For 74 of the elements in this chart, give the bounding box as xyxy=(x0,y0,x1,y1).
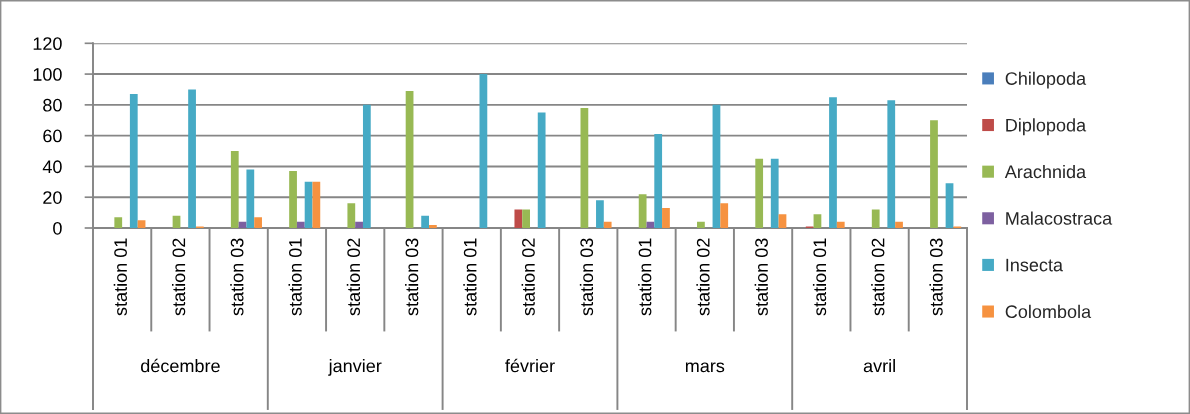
bar xyxy=(895,221,903,228)
legend-label: Malacostraca xyxy=(1006,211,1113,225)
text: février xyxy=(505,358,555,373)
bar xyxy=(829,97,837,228)
bar xyxy=(603,221,612,228)
legend-label: Chilopoda xyxy=(1005,71,1087,89)
bar xyxy=(129,94,138,228)
bar xyxy=(638,194,647,228)
x-tick-label: station 01 xyxy=(812,238,827,316)
text: décembre xyxy=(141,358,220,373)
bar xyxy=(514,209,523,228)
bar xyxy=(114,217,123,228)
text: avril xyxy=(863,359,895,373)
bar xyxy=(254,217,262,228)
bar xyxy=(355,221,363,228)
x-tick-label: station 01 xyxy=(638,238,652,316)
text: janvier xyxy=(328,359,382,376)
bar xyxy=(930,120,938,228)
x-tick-label: station 01 xyxy=(288,238,302,316)
x-tick-label: station 03 xyxy=(929,238,943,316)
x-tick-label: station 01 xyxy=(463,238,477,316)
legend-label: Colombola xyxy=(1005,304,1092,319)
x-tick-label: station 03 xyxy=(230,238,244,316)
text: mars xyxy=(685,362,725,373)
y-tick-label: 60 xyxy=(43,129,62,143)
x-tick-label: station 02 xyxy=(871,238,885,316)
bar xyxy=(312,181,321,228)
bar xyxy=(347,203,356,228)
bar xyxy=(188,89,196,228)
bar xyxy=(755,158,764,228)
bar xyxy=(662,207,670,228)
bar xyxy=(720,203,729,228)
bar xyxy=(778,214,787,228)
bar xyxy=(770,158,779,228)
x-tick-label: station 02 xyxy=(521,238,535,316)
bar xyxy=(479,74,488,228)
bar xyxy=(522,209,530,228)
bar xyxy=(421,215,429,228)
bar xyxy=(813,214,822,228)
bar xyxy=(405,91,414,228)
bar xyxy=(945,183,954,228)
y-tick-label: 40 xyxy=(42,160,62,174)
legend-label: Insecta xyxy=(1006,258,1063,272)
bar xyxy=(580,107,589,228)
x-tick-label: station 03 xyxy=(754,238,768,316)
bar xyxy=(429,224,437,228)
x-tick-label: station 02 xyxy=(696,238,710,316)
bar xyxy=(230,151,239,228)
bar xyxy=(289,171,297,228)
bar xyxy=(697,221,705,228)
y-tick-label: 100 xyxy=(33,68,62,81)
legend-label: Arachnida xyxy=(1004,164,1087,179)
y-tick-label: 20 xyxy=(43,191,62,204)
bar xyxy=(137,220,146,228)
bar xyxy=(887,100,896,228)
x-tick-label: station 01 xyxy=(113,238,127,316)
bar xyxy=(654,134,663,228)
x-tick-label: station 03 xyxy=(405,238,419,316)
bar xyxy=(836,221,845,228)
y-tick-label: 0 xyxy=(53,221,62,235)
bar xyxy=(871,209,880,228)
bar xyxy=(537,112,546,228)
y-tick-label: 80 xyxy=(43,98,62,112)
bar xyxy=(296,221,305,228)
y-tick-label: 120 xyxy=(33,37,62,51)
legend-label: Diplopoda xyxy=(1006,118,1087,136)
bar xyxy=(712,104,721,228)
x-tick-label: station 03 xyxy=(579,238,594,316)
x-tick-label: station 02 xyxy=(171,238,186,316)
x-tick-label: station 02 xyxy=(346,238,361,316)
bar xyxy=(596,200,604,228)
bar xyxy=(362,104,371,228)
bar xyxy=(304,181,313,228)
bar xyxy=(246,169,255,228)
